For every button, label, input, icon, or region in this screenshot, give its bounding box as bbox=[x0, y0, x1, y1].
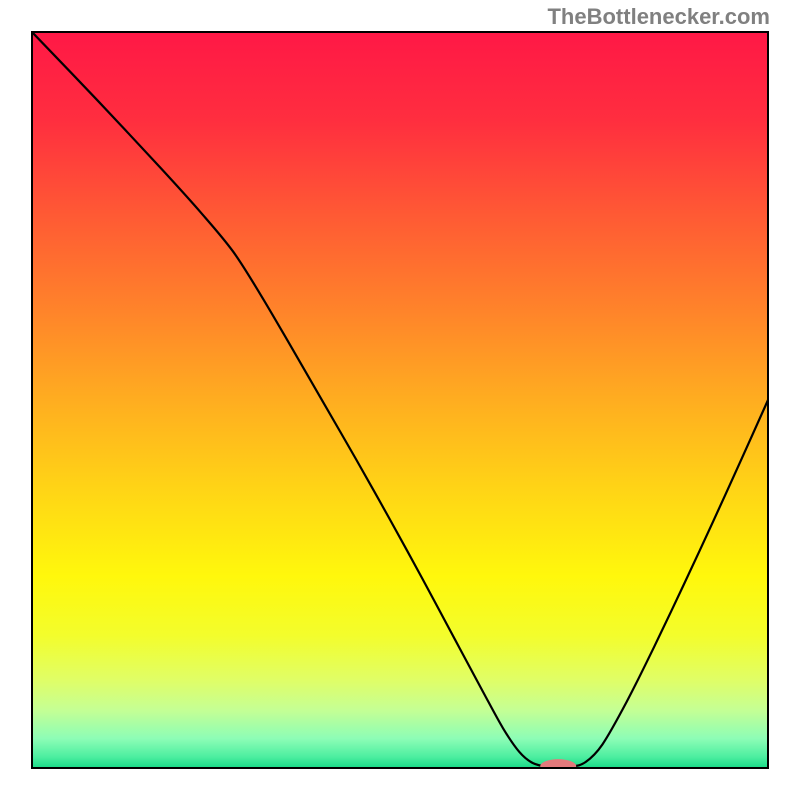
gradient-background bbox=[32, 32, 768, 768]
chart-svg bbox=[0, 0, 800, 800]
bottleneck-chart: TheBottlenecker.com bbox=[0, 0, 800, 800]
watermark-text: TheBottlenecker.com bbox=[547, 4, 770, 30]
optimal-marker bbox=[540, 759, 576, 773]
